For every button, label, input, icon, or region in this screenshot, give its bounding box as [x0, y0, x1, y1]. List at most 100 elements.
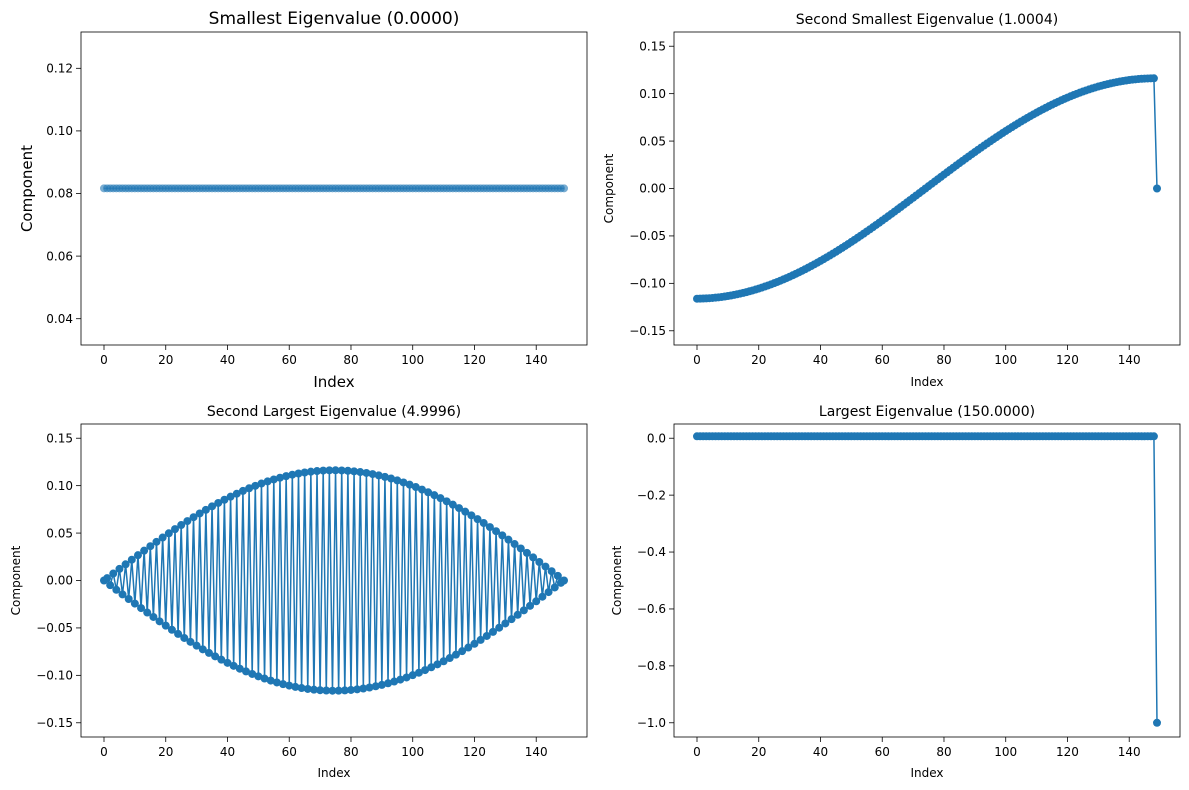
- chart-title: Second Largest Eigenvalue (4.9996): [207, 404, 461, 420]
- data-point: [149, 612, 158, 621]
- data-point: [204, 648, 213, 657]
- data-point: [346, 685, 355, 694]
- y-tick-label: −0.05: [36, 621, 73, 635]
- data-point: [328, 686, 337, 695]
- data-point: [485, 523, 494, 532]
- data-point: [266, 676, 275, 685]
- data-point: [408, 671, 417, 680]
- data-point: [476, 635, 485, 644]
- data-point: [1153, 718, 1161, 727]
- y-tick-label: −0.10: [629, 277, 666, 291]
- data-point: [498, 531, 507, 540]
- data-point: [316, 686, 325, 695]
- data-point: [254, 672, 263, 681]
- y-tick-label: 0.05: [639, 134, 666, 148]
- data-point: [380, 472, 389, 481]
- data-point: [291, 682, 300, 691]
- data-point: [427, 663, 436, 672]
- data-point: [550, 583, 559, 592]
- data-point: [186, 637, 195, 646]
- data-point: [294, 469, 303, 478]
- data-point: [303, 684, 312, 693]
- data-point: [251, 481, 260, 490]
- y-tick-label: 0.0: [647, 431, 666, 445]
- x-axis-label: Index: [910, 766, 943, 780]
- data-point: [417, 485, 426, 494]
- y-tick-label: 0.10: [639, 87, 666, 101]
- data-point: [146, 542, 155, 551]
- data-point: [282, 472, 291, 481]
- data-point: [269, 475, 278, 484]
- data-point: [414, 668, 423, 677]
- data-point: [442, 497, 451, 506]
- axes-frame: [80, 31, 588, 346]
- data-point: [411, 483, 420, 492]
- data-point: [343, 466, 352, 475]
- data-point: [535, 558, 544, 566]
- x-tick-label: 40: [813, 745, 828, 759]
- data-point: [387, 474, 396, 483]
- y-axis-label: Component: [602, 153, 616, 223]
- data-point: [436, 494, 445, 503]
- data-point: [272, 678, 281, 687]
- x-tick-label: 80: [936, 353, 951, 367]
- y-tick-label: 0.10: [46, 124, 73, 138]
- data-point: [334, 686, 343, 695]
- data-point: [532, 597, 541, 606]
- data-point: [482, 631, 491, 640]
- data-point: [470, 639, 479, 648]
- x-tick-label: 80: [343, 353, 358, 367]
- data-point: [214, 498, 223, 507]
- data-point: [112, 585, 121, 594]
- data-point: [513, 610, 522, 619]
- data-point: [504, 535, 513, 544]
- data-point: [319, 466, 328, 475]
- data-point: [337, 466, 346, 475]
- data-point: [448, 500, 457, 509]
- data-point: [152, 537, 161, 546]
- data-point: [455, 504, 464, 513]
- data-point: [158, 533, 167, 542]
- x-tick-label: 140: [1118, 353, 1141, 367]
- data-point: [507, 615, 516, 624]
- data-point: [275, 473, 284, 482]
- x-tick-label: 20: [751, 745, 766, 759]
- data-point: [501, 619, 510, 628]
- y-tick-label: −0.15: [36, 716, 73, 730]
- x-tick-label: 0: [100, 353, 108, 367]
- data-point: [439, 657, 448, 666]
- x-tick-label: 80: [936, 745, 951, 759]
- data-point: [519, 606, 528, 615]
- chart-second-largest-eigenvalue: Second Largest Eigenvalue (4.9996) Index…: [9, 404, 588, 780]
- data-point: [245, 484, 254, 493]
- x-axis-label: Index: [313, 373, 354, 391]
- data-point: [309, 685, 318, 694]
- data-point: [1149, 74, 1158, 83]
- axes-frame: [673, 423, 1181, 738]
- data-point: [560, 576, 568, 585]
- data-point: [177, 521, 186, 530]
- y-axis-label: Component: [9, 545, 23, 615]
- data-point: [300, 468, 309, 477]
- x-tick-label: 120: [1056, 353, 1079, 367]
- data-point: [297, 684, 306, 693]
- data-point: [541, 562, 550, 571]
- data-point: [260, 674, 269, 683]
- data-point: [421, 666, 430, 675]
- data-point: [263, 477, 272, 486]
- data-point: [492, 527, 501, 536]
- data-point: [229, 661, 238, 670]
- x-tick-label: 140: [525, 353, 548, 367]
- data-point: [433, 660, 442, 669]
- x-tick-label: 80: [343, 745, 358, 759]
- data-point: [488, 627, 497, 636]
- chart-second-smallest-eigenvalue: Second Smallest Eigenvalue (1.0004) Inde…: [602, 12, 1181, 389]
- data-point: [1153, 184, 1161, 193]
- data-point: [248, 669, 257, 678]
- data-point: [208, 502, 217, 511]
- chart-title: Smallest Eigenvalue (0.0000): [209, 9, 460, 29]
- data-point: [183, 517, 192, 526]
- data-point: [359, 684, 368, 693]
- data-point: [235, 664, 244, 673]
